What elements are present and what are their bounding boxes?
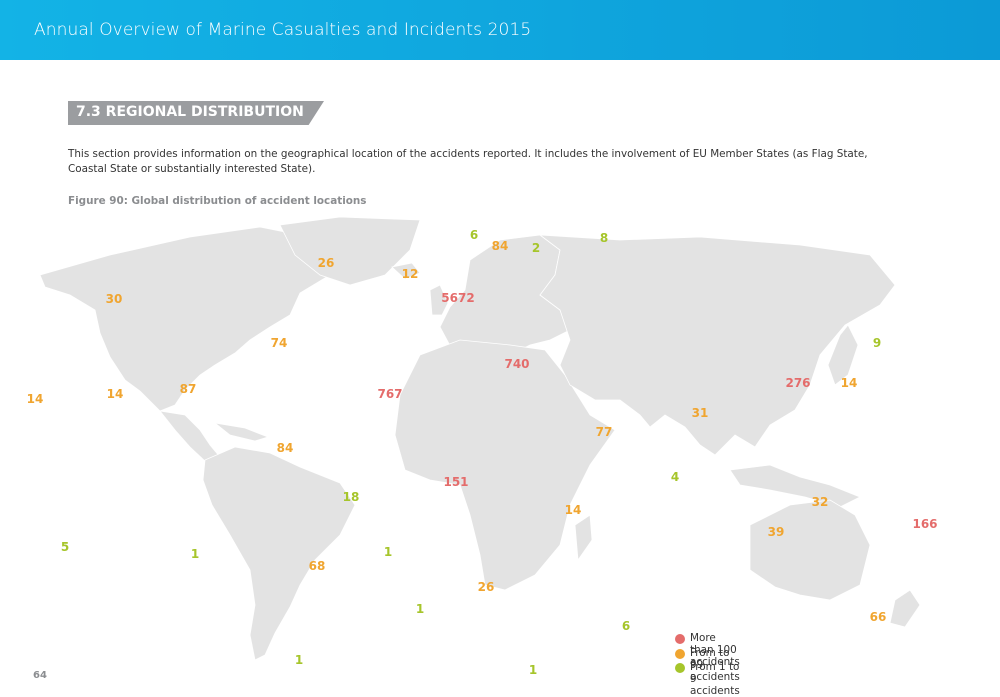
map-count-label: 6 (469, 228, 479, 242)
map-count-label: 18 (342, 490, 360, 504)
map-count-label: 8 (599, 231, 609, 245)
japan-landmass (827, 324, 859, 386)
world-map (39, 216, 921, 661)
document-title: Annual Overview of Marine Casualties and… (34, 20, 532, 40)
map-count-label: 740 (504, 357, 530, 371)
uk-landmass (429, 284, 449, 316)
legend-dot-orange (675, 648, 685, 659)
map-count-label: 66 (869, 610, 887, 624)
legend-label: From 1 to 9 accidents (690, 661, 740, 697)
map-count-label: 14 (106, 387, 124, 401)
australia-landmass (749, 499, 871, 601)
map-count-label: 30 (105, 292, 123, 306)
map-count-label: 26 (317, 256, 335, 270)
map-count-label: 1 (415, 602, 425, 616)
map-count-label: 5672 (441, 291, 475, 305)
map-count-label: 39 (767, 525, 785, 539)
greenland-landmass (279, 216, 421, 286)
map-count-label: 4 (670, 470, 680, 484)
map-count-label: 12 (401, 267, 419, 281)
map-count-label: 276 (785, 376, 811, 390)
map-count-label: 26 (477, 580, 495, 594)
figure-caption: Figure 90: Global distribution of accide… (68, 195, 367, 207)
header-bar: Annual Overview of Marine Casualties and… (0, 0, 1000, 60)
caribbean-islands (213, 422, 270, 442)
map-count-label: 14 (26, 392, 44, 406)
legend-dot-red (675, 634, 685, 644)
section-heading-bar: 7.3 REGIONAL DISTRIBUTION (68, 101, 324, 125)
map-count-label: 5 (60, 540, 70, 554)
map-count-label: 166 (912, 517, 938, 531)
new-zealand-landmass (889, 589, 921, 628)
map-count-label: 14 (564, 503, 582, 517)
map-count-label: 68 (308, 559, 326, 573)
map-count-label: 1 (294, 653, 304, 667)
map-count-label: 1 (383, 545, 393, 559)
map-count-label: 74 (270, 336, 288, 350)
map-count-label: 87 (179, 382, 197, 396)
iceland-landmass (391, 262, 421, 280)
map-count-label: 767 (377, 387, 403, 401)
map-count-label: 6 (621, 619, 631, 633)
map-count-label: 32 (811, 495, 829, 509)
legend-label: From to 99 accidents (690, 646, 740, 683)
map-count-label: 151 (443, 475, 469, 489)
map-count-label: 1 (528, 663, 538, 677)
map-count-label: 77 (595, 425, 613, 439)
madagascar-landmass (574, 514, 593, 562)
map-count-label: 2 (531, 241, 541, 255)
intro-paragraph: This section provides information on the… (68, 148, 868, 176)
legend-dot-green (675, 663, 685, 673)
central-america-landmass (159, 410, 221, 462)
south-america-landmass (202, 446, 356, 661)
page-number: 64 (33, 670, 47, 681)
legend-label: More than 100 accidents (690, 632, 740, 668)
africa-landmass (394, 339, 616, 591)
section-title: 7.3 REGIONAL DISTRIBUTION (76, 104, 304, 120)
asia-landmass (538, 234, 896, 456)
map-count-label: 31 (691, 406, 709, 420)
map-count-label: 1 (190, 547, 200, 561)
map-count-label: 14 (840, 376, 858, 390)
map-count-label: 84 (276, 441, 294, 455)
map-count-label: 9 (872, 336, 882, 350)
map-count-label: 84 (491, 239, 509, 253)
southeast-asia-islands (729, 464, 861, 508)
